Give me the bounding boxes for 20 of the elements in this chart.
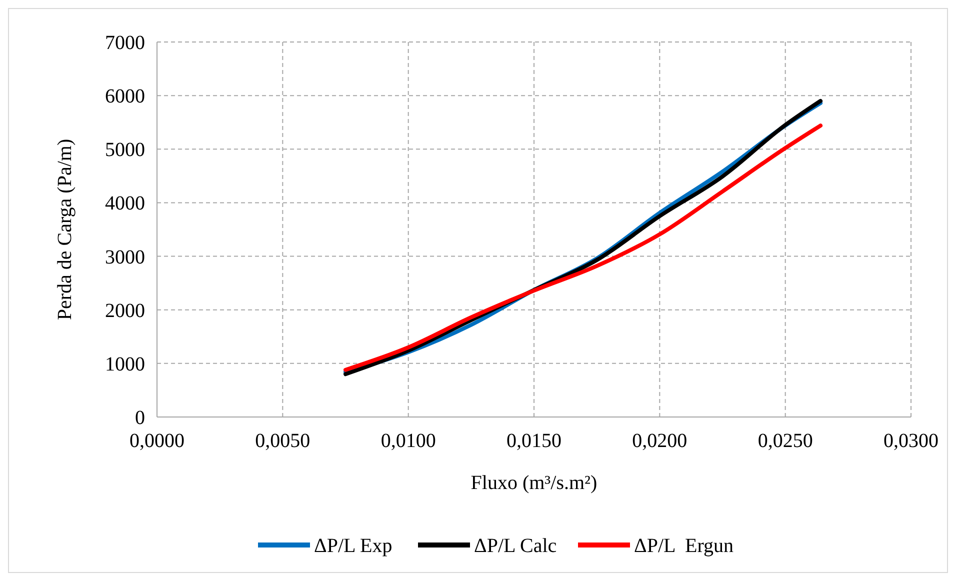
legend-label: ΔP/L Ergun (634, 535, 734, 557)
y-tick-label: 7000 (105, 32, 145, 54)
y-axis-title: Perda de Carga (Pa/m) (54, 138, 76, 320)
x-tick-label: 0,0050 (255, 430, 310, 452)
x-tick-label: 0,0250 (758, 430, 813, 452)
y-tick-label: 6000 (105, 86, 145, 108)
legend-label: ΔP/L Exp (314, 535, 392, 557)
x-tick-label: 0,0000 (130, 430, 184, 452)
y-tick-label: 2000 (105, 300, 145, 322)
y-tick-label: 5000 (105, 139, 145, 162)
y-tick-label: 4000 (105, 192, 145, 215)
x-tick-label: 0,0300 (884, 430, 938, 452)
legend-label: ΔP/L Calc (474, 535, 557, 557)
x-tick-label: 0,0200 (632, 430, 688, 452)
x-tick-label: 0,0100 (380, 430, 436, 452)
y-tick-label: 3000 (105, 246, 145, 268)
y-tick-label: 0 (135, 407, 145, 429)
x-tick-label: 0,0150 (506, 430, 562, 452)
y-tick-label: 1000 (105, 353, 145, 376)
x-axis-title: Fluxo (m³/s.m²) (470, 472, 598, 494)
